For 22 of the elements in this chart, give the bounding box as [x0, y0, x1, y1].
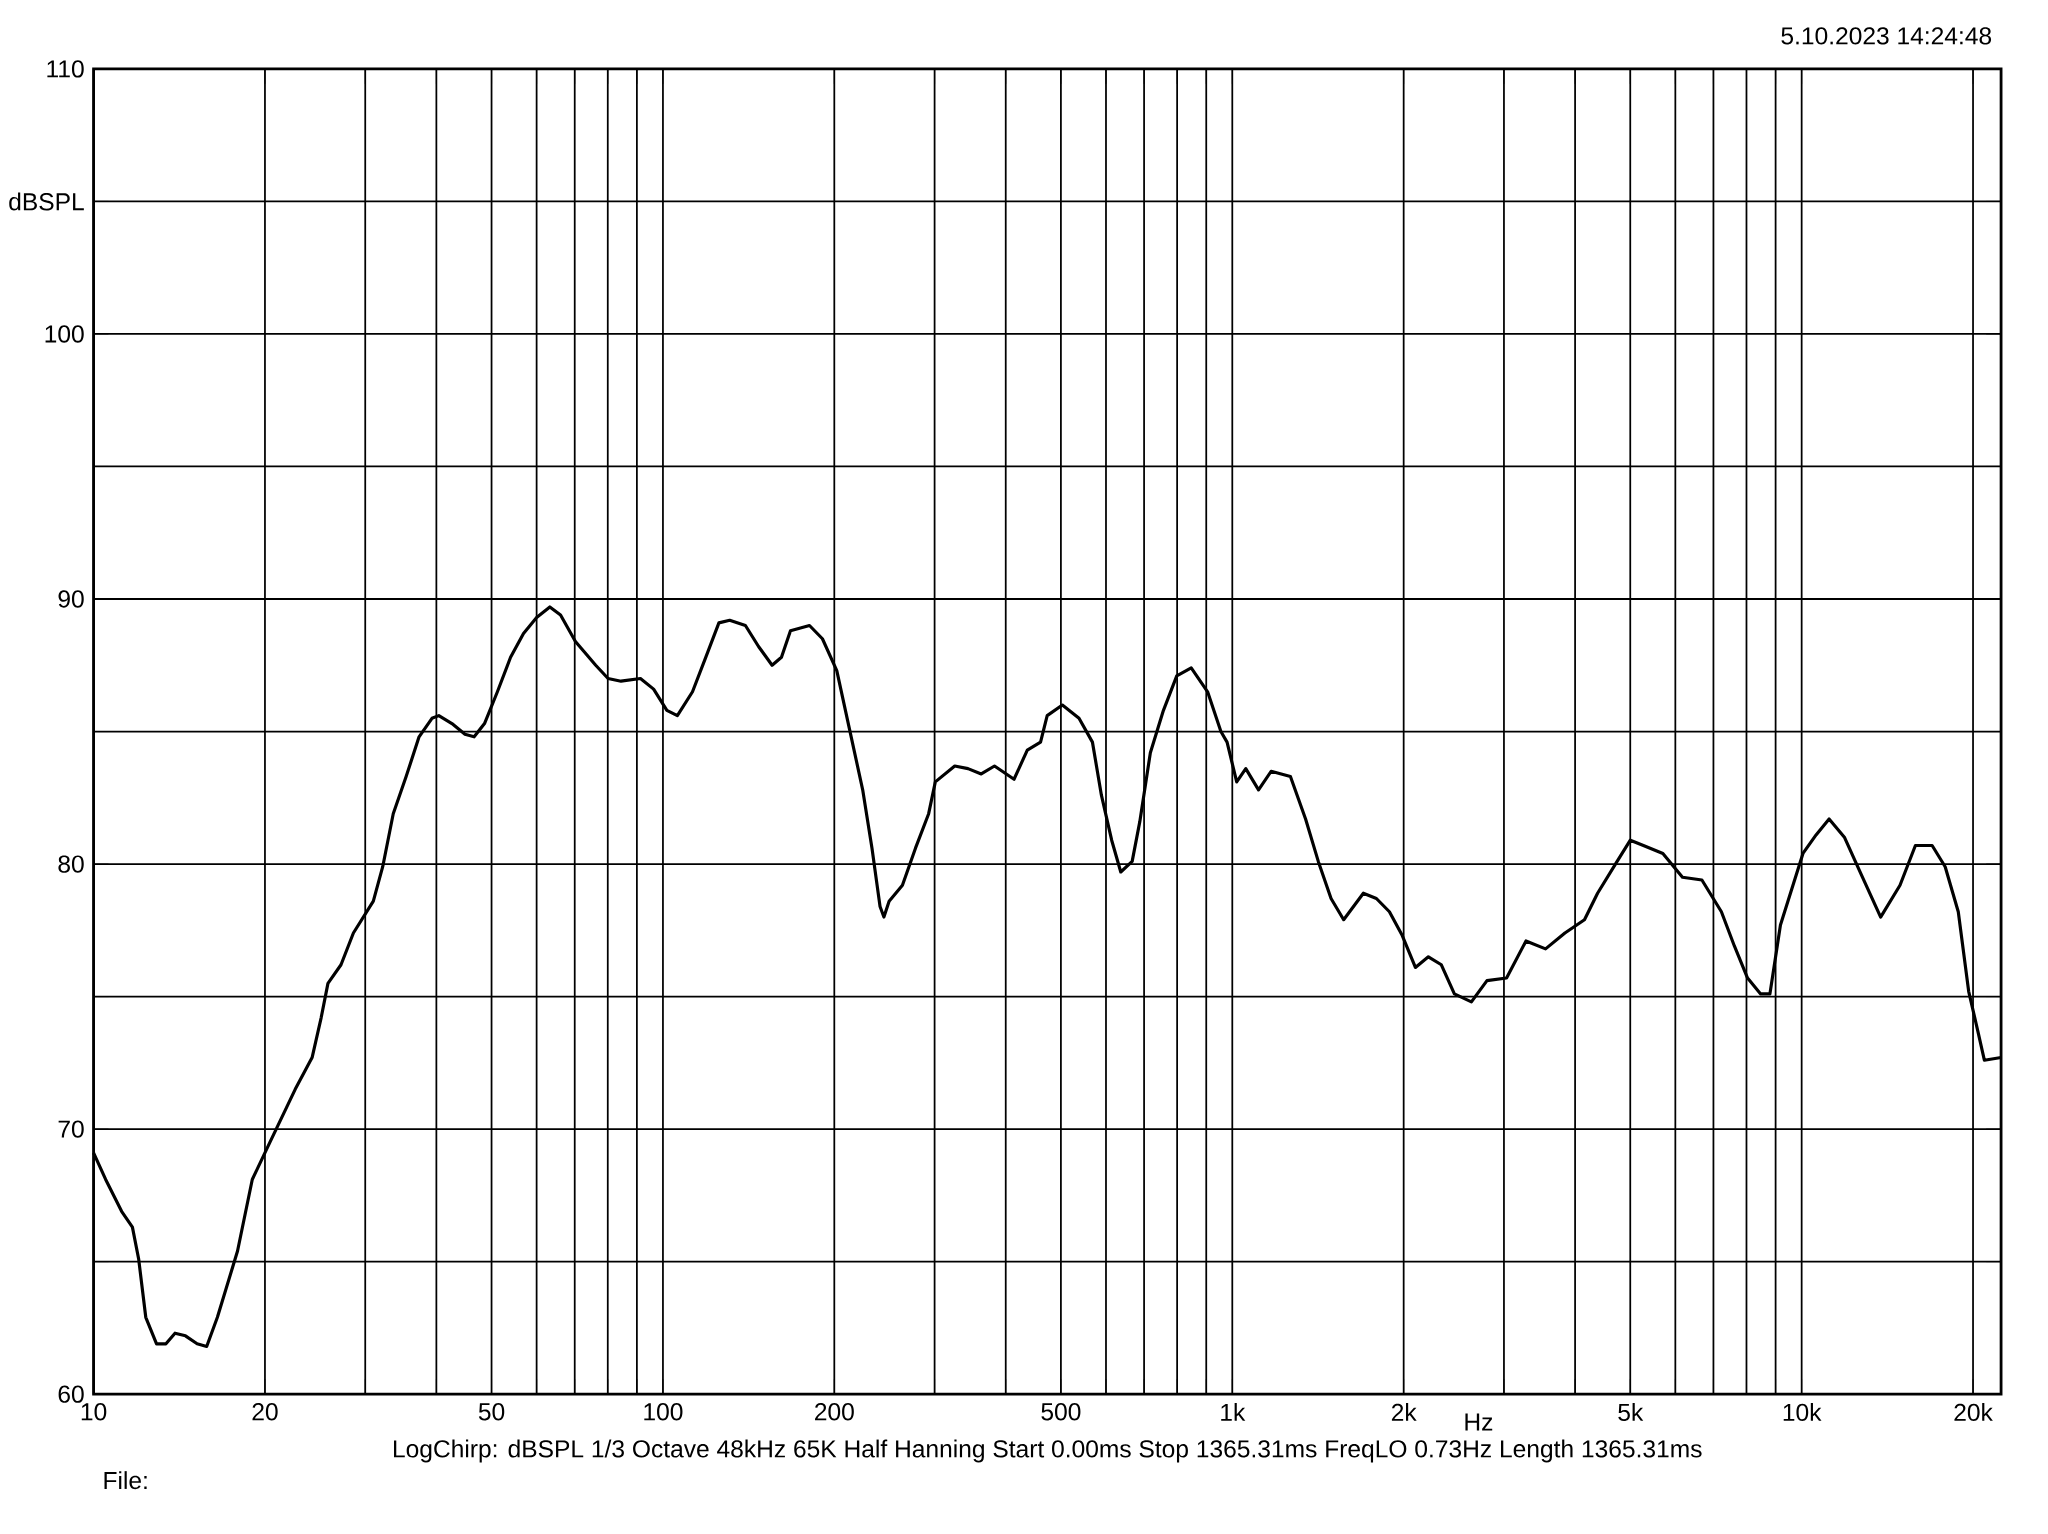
text: File:: [104, 1471, 147, 1490]
x-tick-label: 100: [644, 1403, 683, 1421]
y-tick-label: 100: [45, 325, 84, 343]
x-axis-title: Hz: [1465, 1413, 1493, 1431]
y-tick-label: 110: [47, 60, 84, 78]
y-tick-label: 60: [58, 1385, 84, 1403]
y-tick-label: 70: [58, 1120, 84, 1138]
x-tick-label: 500: [1041, 1403, 1081, 1421]
x-tick-label: 10k: [1783, 1403, 1822, 1422]
x-tick-label: 20: [252, 1403, 278, 1421]
x-tick-label: 2k: [1391, 1403, 1417, 1421]
x-tick-label: 50: [478, 1403, 505, 1421]
y-tick-label: 90: [58, 590, 84, 608]
x-tick-label: 20k: [1954, 1403, 1993, 1422]
x-tick-label: 200: [815, 1403, 854, 1421]
x-tick-label: 1k: [1221, 1403, 1246, 1421]
x-tick-label: 10: [81, 1403, 107, 1421]
text: 5.10.2023 14:24:48: [1781, 27, 1992, 45]
y-axis-title: dBSPL: [9, 192, 84, 211]
text: LogChirp: dBSPL 1/3 Octave 48kHz 65K Half Hanning Start 0.00ms Stop 1365.31ms FreqLO 0.73Hz Length 1365.31ms: [394, 1439, 1702, 1463]
x-tick-label: 5k: [1618, 1403, 1644, 1422]
y-tick-label: 80: [58, 855, 84, 873]
